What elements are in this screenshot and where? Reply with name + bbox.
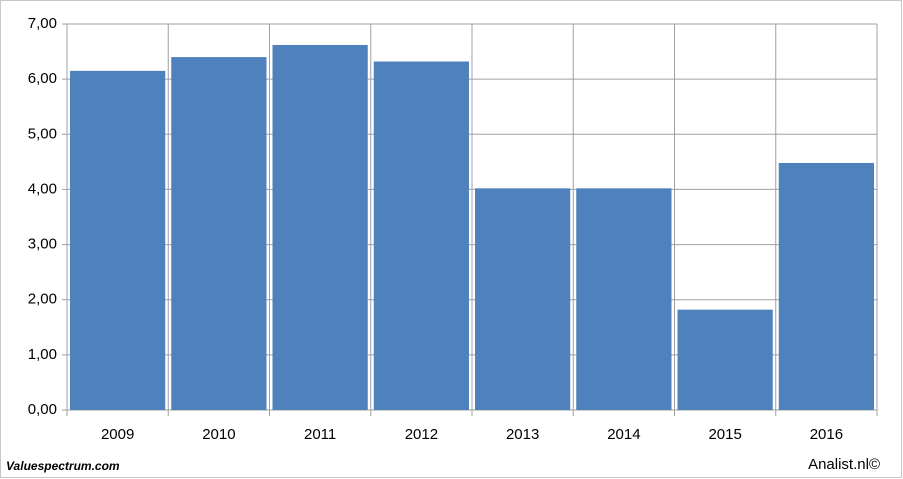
- x-tick-label: 2011: [304, 426, 336, 443]
- y-tick-label: 7,00: [28, 15, 57, 32]
- bar: [778, 162, 874, 410]
- y-tick-label: 0,00: [28, 401, 57, 418]
- y-tick-label: 3,00: [28, 236, 57, 253]
- bar: [677, 309, 773, 410]
- bar: [70, 70, 166, 410]
- bar: [373, 61, 469, 411]
- bar: [272, 44, 368, 410]
- y-tick-label: 6,00: [28, 70, 57, 87]
- x-tick-label: 2009: [101, 426, 134, 443]
- x-tick-label: 2010: [202, 426, 235, 443]
- y-tick-label: 2,00: [28, 291, 57, 308]
- footer-right: Analist.nl©: [808, 456, 880, 473]
- bar: [576, 188, 672, 410]
- bar: [171, 57, 267, 410]
- y-tick-label: 5,00: [28, 125, 57, 142]
- y-tick-label: 1,00: [28, 346, 57, 363]
- x-tick-label: 2015: [708, 426, 741, 443]
- bar: [475, 188, 571, 410]
- footer-left: Valuespectrum.com: [6, 459, 120, 473]
- x-tick-label: 2016: [810, 426, 843, 443]
- x-tick-label: 2014: [607, 426, 640, 443]
- y-tick-label: 4,00: [28, 180, 57, 197]
- x-tick-label: 2013: [506, 426, 539, 443]
- x-tick-label: 2012: [405, 426, 438, 443]
